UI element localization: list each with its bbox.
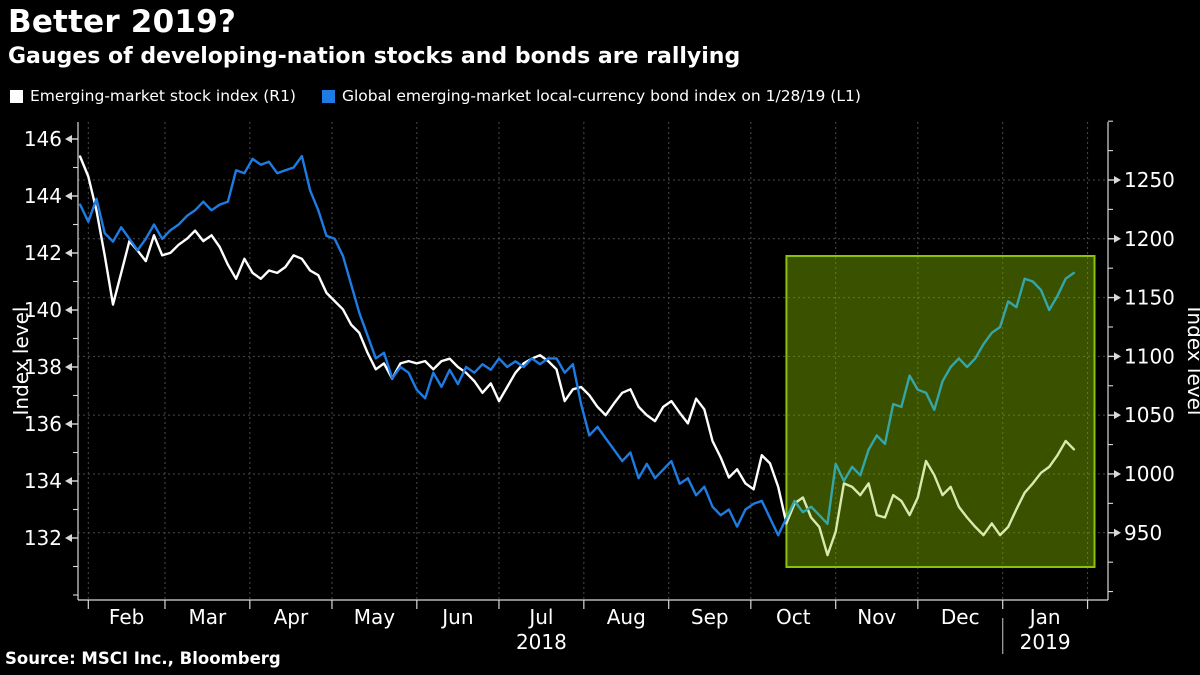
svg-text:1250: 1250 [1124,168,1175,192]
svg-text:136: 136 [24,412,62,436]
svg-text:Apr: Apr [274,605,309,629]
svg-text:Sep: Sep [691,605,729,629]
legend-swatch-bond-icon [321,89,335,103]
svg-text:Dec: Dec [941,605,980,629]
svg-text:Index level: Index level [9,307,33,416]
svg-text:Index level: Index level [1183,307,1200,416]
svg-text:Jul: Jul [527,605,553,629]
svg-text:138: 138 [24,355,62,379]
legend: Emerging-market stock index (R1) Global … [10,87,861,105]
svg-text:146: 146 [24,127,62,151]
svg-text:May: May [354,605,396,629]
legend-item-bond: Global emerging-market local-currency bo… [321,87,861,105]
svg-text:Aug: Aug [607,605,646,629]
svg-text:Jan: Jan [1028,605,1061,629]
svg-text:132: 132 [24,526,62,550]
chart-subtitle: Gauges of developing-nation stocks and b… [8,44,741,69]
legend-swatch-stock-icon [10,89,23,103]
svg-text:140: 140 [24,298,62,322]
svg-text:1150: 1150 [1124,286,1175,310]
svg-text:1200: 1200 [1124,227,1175,251]
svg-text:1100: 1100 [1124,344,1175,368]
svg-text:950: 950 [1124,521,1162,545]
svg-text:2018: 2018 [516,630,567,654]
page-title: Better 2019? [8,4,237,40]
svg-text:142: 142 [24,241,62,265]
legend-label-bond: Global emerging-market local-currency bo… [341,87,861,105]
svg-text:1000: 1000 [1124,462,1175,486]
source-note: Source: MSCI Inc., Bloomberg [5,649,281,668]
legend-label-stock: Emerging-market stock index (R1) [30,87,296,105]
svg-text:144: 144 [24,184,62,208]
svg-text:Oct: Oct [776,605,811,629]
svg-text:134: 134 [24,469,62,493]
legend-item-stock: Emerging-market stock index (R1) [10,87,296,105]
svg-text:Jun: Jun [440,605,473,629]
svg-text:2019: 2019 [1020,630,1071,654]
svg-text:Nov: Nov [857,605,896,629]
svg-text:1050: 1050 [1124,403,1175,427]
svg-text:Mar: Mar [189,605,228,629]
svg-text:Feb: Feb [109,605,144,629]
